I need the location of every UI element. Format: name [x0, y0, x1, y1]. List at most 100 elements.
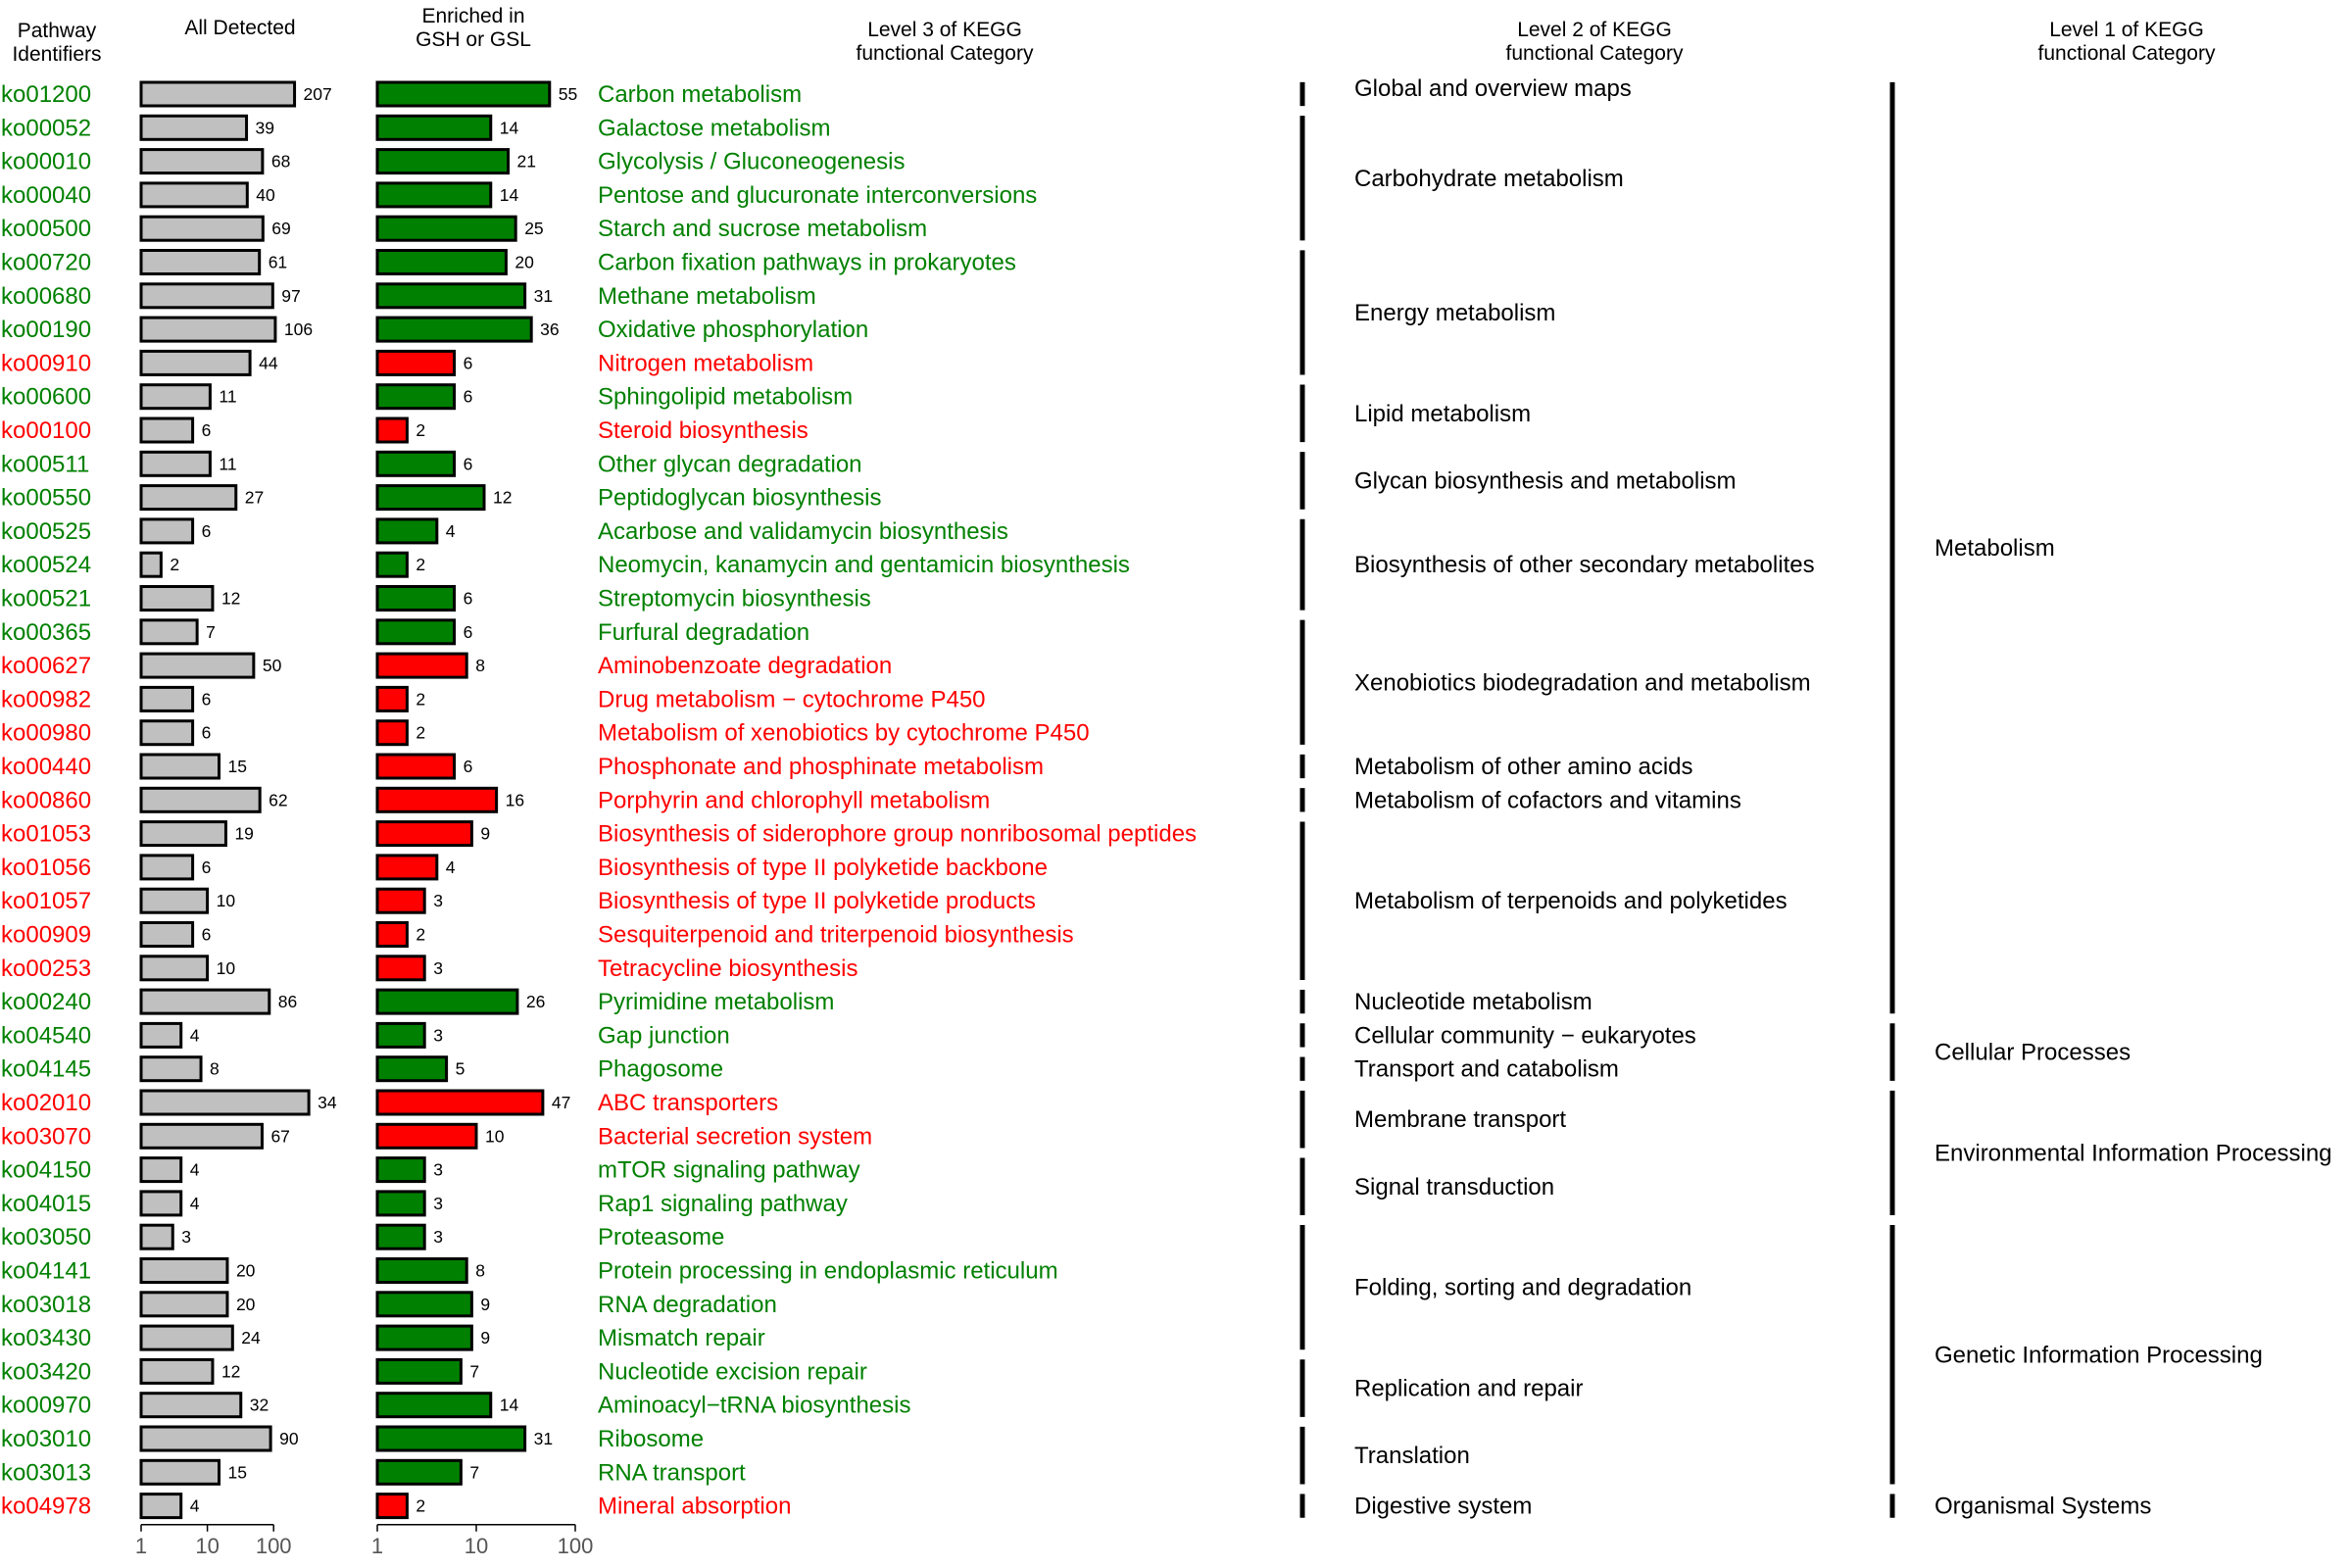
- enriched-bar: [375, 1089, 545, 1116]
- enriched-value: 8: [475, 656, 485, 675]
- enriched-bar: [375, 753, 457, 780]
- all-detected-value: 10: [217, 891, 236, 910]
- enriched-bar: [375, 1257, 468, 1284]
- all-detected-bar: [139, 1156, 183, 1184]
- pathway-name: Phagosome: [598, 1056, 723, 1083]
- enriched-value: 55: [559, 84, 577, 104]
- enriched-bar: [375, 820, 473, 848]
- enriched-bar: [375, 148, 511, 175]
- pathway-id: ko01200: [1, 81, 91, 108]
- pathway-name: Biosynthesis of type II polyketide produ…: [598, 888, 1036, 914]
- pathway-id: ko04141: [1, 1258, 91, 1285]
- all-detected-bar: [139, 416, 195, 444]
- enriched-bar: [375, 1190, 426, 1217]
- pathway-id: ko00521: [1, 586, 91, 612]
- enriched-bar: [375, 1493, 409, 1520]
- enriched-value: 3: [433, 958, 443, 978]
- all-detected-bar: [139, 1392, 243, 1419]
- all-detected-value: 3: [181, 1227, 191, 1247]
- all-detected-bar: [139, 517, 195, 545]
- enriched-value: 9: [480, 1295, 490, 1314]
- enriched-bar: [375, 383, 457, 411]
- pathway-id: ko00910: [1, 350, 91, 376]
- pathway-id: ko00511: [1, 451, 89, 477]
- level2-label: Signal transduction: [1354, 1174, 1554, 1200]
- pathway-name: Neomycin, kanamycin and gentamicin biosy…: [598, 552, 1130, 578]
- enriched-bar: [375, 1458, 463, 1486]
- all-detected-value: 4: [190, 1496, 200, 1516]
- pathway-id: ko00860: [1, 787, 91, 813]
- enriched-bar: [375, 854, 439, 881]
- pathway-id: ko03013: [1, 1459, 91, 1486]
- pathway-id: ko03430: [1, 1325, 91, 1351]
- all-detected-bar: [139, 786, 262, 813]
- all-detected-bar: [139, 450, 212, 477]
- all-detected-bar: [139, 1357, 215, 1385]
- pathway-id: ko00240: [1, 989, 91, 1015]
- enriched-bar: [375, 416, 409, 444]
- pathway-name: Other glycan degradation: [598, 451, 862, 477]
- enriched-bar: [375, 1223, 426, 1250]
- enriched-bar: [375, 1324, 473, 1351]
- all-detected-bar: [139, 383, 212, 411]
- enriched-value: 6: [464, 622, 473, 642]
- pathway-name: Tetracycline biosynthesis: [598, 956, 858, 982]
- all-detected-bar: [139, 618, 199, 646]
- pathway-name: Sesquiterpenoid and triterpenoid biosynt…: [598, 922, 1074, 949]
- enriched-bar: [375, 685, 409, 712]
- pathway-name: Drug metabolism − cytochrome P450: [598, 686, 986, 712]
- all-detected-value: 27: [245, 488, 264, 508]
- enriched-axis-tick-label: 100: [558, 1534, 594, 1558]
- enriched-axis-tick-label: 10: [465, 1534, 488, 1558]
- pathway-id: ko01056: [1, 855, 91, 881]
- pathway-name: Steroid biosynthesis: [598, 417, 808, 444]
- enriched-bar: [375, 1291, 473, 1318]
- pathway-name: Proteasome: [598, 1224, 724, 1250]
- all-detected-axis-tick-label: 100: [256, 1534, 292, 1558]
- all-detected-bar: [139, 753, 221, 780]
- pathway-id: ko00909: [1, 922, 91, 949]
- header-level3: Level 3 of KEGG: [867, 19, 1022, 41]
- all-detected-value: 62: [269, 790, 287, 809]
- pathway-name: Galactose metabolism: [598, 115, 830, 141]
- level2-label: Carbohydrate metabolism: [1354, 166, 1624, 192]
- pathway-name: Starch and sucrose metabolism: [598, 216, 927, 242]
- all-detected-value: 6: [202, 420, 212, 440]
- enriched-bar: [375, 249, 508, 275]
- pathway-id: ko04540: [1, 1022, 91, 1049]
- all-detected-value: 20: [236, 1261, 256, 1281]
- level1-label: Environmental Information Processing: [1935, 1140, 2332, 1166]
- enriched-value: 31: [534, 1429, 553, 1448]
- enriched-value: 47: [552, 1093, 570, 1112]
- all-detected-bar: [139, 1190, 183, 1217]
- all-detected-value: 67: [270, 1126, 289, 1146]
- all-detected-bar: [139, 1324, 234, 1351]
- enriched-bar: [375, 215, 517, 242]
- enriched-bar: [375, 551, 409, 578]
- pathway-id: ko00524: [1, 552, 91, 578]
- all-detected-value: 90: [279, 1429, 299, 1448]
- pathway-name: Carbon fixation pathways in prokaryotes: [598, 250, 1016, 276]
- all-detected-bar: [139, 148, 265, 175]
- level1-label: Organismal Systems: [1935, 1494, 2151, 1520]
- all-detected-value: 10: [217, 958, 236, 978]
- all-detected-value: 12: [221, 589, 240, 609]
- all-detected-bar: [139, 887, 210, 914]
- pathway-id: ko03050: [1, 1224, 91, 1250]
- pathway-id: ko00525: [1, 518, 91, 545]
- level1-label: Genetic Information Processing: [1935, 1342, 2263, 1368]
- all-detected-bar: [139, 1257, 229, 1284]
- all-detected-value: 97: [281, 286, 300, 306]
- enriched-value: 3: [433, 1194, 443, 1213]
- pathway-id: ko00982: [1, 686, 91, 712]
- all-detected-value: 15: [228, 1462, 247, 1482]
- pathway-id: ko00627: [1, 653, 91, 679]
- enriched-bar: [375, 786, 499, 813]
- pathway-name: Furfural degradation: [598, 619, 809, 646]
- all-detected-bar: [139, 316, 277, 343]
- level2-label: Membrane transport: [1354, 1106, 1566, 1133]
- level1-label: Metabolism: [1935, 535, 2055, 562]
- enriched-bar: [375, 484, 486, 512]
- all-detected-bar: [139, 484, 238, 512]
- pathway-id: ko02010: [1, 1090, 91, 1116]
